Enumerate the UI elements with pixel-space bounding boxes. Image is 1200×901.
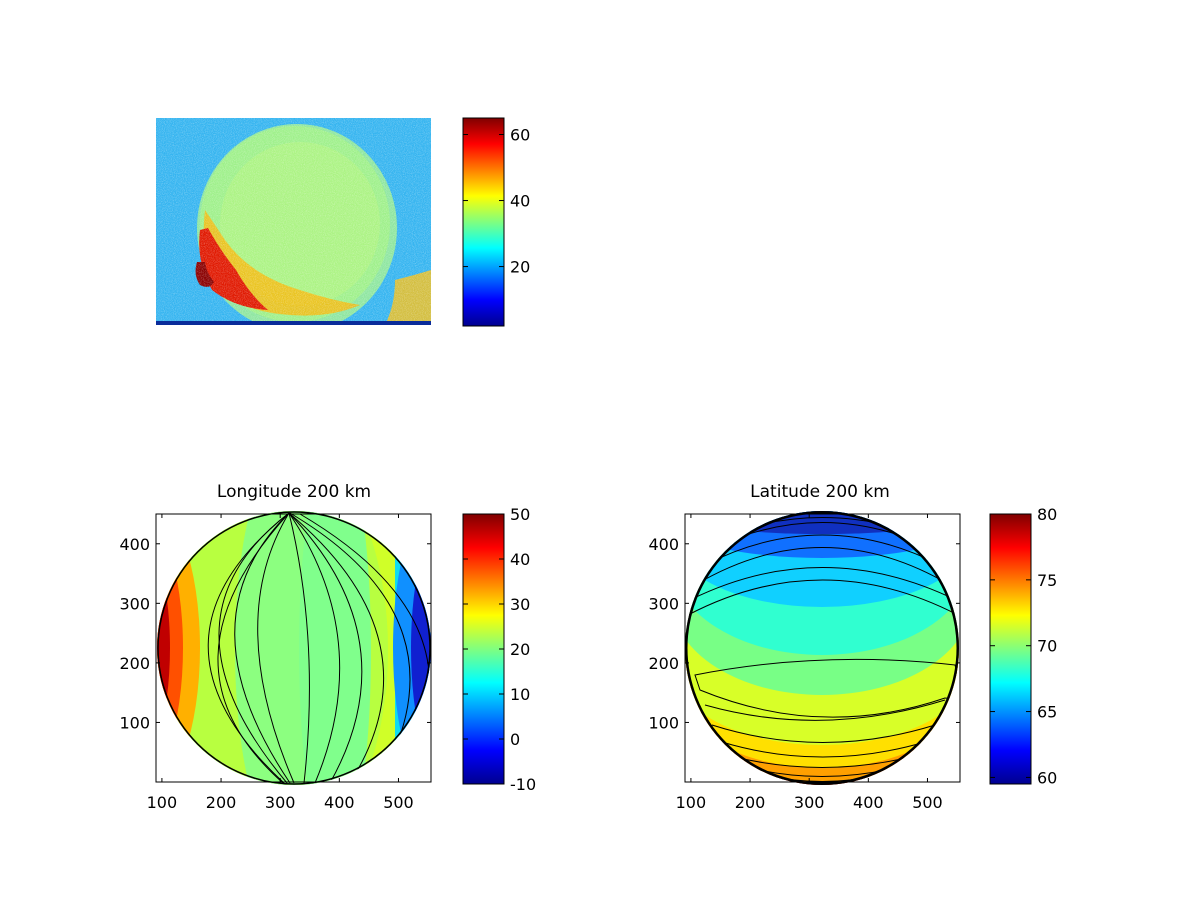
- longitude-ytick-label: 100: [119, 713, 150, 732]
- longitude-ytick-label: 400: [119, 535, 150, 554]
- latitude-ytick-label: 300: [648, 594, 679, 613]
- latitude-ytick-label: 100: [648, 713, 679, 732]
- longitude-xtick-label: 400: [324, 793, 355, 812]
- latitude-xtick-label: 100: [676, 793, 707, 812]
- latitude-xtick-label: 500: [912, 793, 943, 812]
- image-panel: [156, 118, 431, 325]
- colorbar-longitude-tick-label: 10: [510, 685, 530, 704]
- longitude-xtick-label: 500: [383, 793, 414, 812]
- colorbar-image-tick-label: 20: [510, 258, 530, 277]
- latitude-xtick-label: 200: [735, 793, 766, 812]
- colorbar-image-scale: [462, 117, 505, 327]
- latitude-title: Latitude 200 km: [750, 482, 890, 502]
- colorbar-longitude: -10 0 10 20 30 40 50: [462, 505, 536, 794]
- colorbar-longitude-tick-label: 50: [510, 505, 530, 524]
- longitude-title: Longitude 200 km: [217, 482, 371, 502]
- longitude-panel: Longitude 200 km: [119, 482, 432, 812]
- colorbar-longitude-tick-label: -10: [510, 775, 536, 794]
- longitude-axes-box: [155, 513, 432, 783]
- longitude-ytick-label: 300: [119, 594, 150, 613]
- colorbar-longitude-tick-label: 20: [510, 640, 530, 659]
- longitude-xtick-label: 200: [206, 793, 237, 812]
- longitude-xtick-label: 300: [265, 793, 296, 812]
- latitude-panel: Latitude 200 km: [648, 482, 961, 812]
- colorbar-longitude-tick-label: 30: [510, 595, 530, 614]
- latitude-axes-box: [684, 513, 961, 783]
- longitude-xtick-label: 100: [147, 793, 178, 812]
- colorbar-latitude-tick-label: 65: [1037, 703, 1057, 722]
- colorbar-longitude-tick-label: 0: [510, 730, 520, 749]
- colorbar-latitude-tick-label: 60: [1037, 768, 1057, 787]
- colorbar-longitude-tick-label: 40: [510, 550, 530, 569]
- latitude-xtick-label: 400: [853, 793, 884, 812]
- colorbar-latitude-tick-label: 80: [1037, 505, 1057, 524]
- colorbar-latitude-tick-label: 70: [1037, 637, 1057, 656]
- colorbar-image-tick-label: 40: [510, 192, 530, 211]
- colorbar-longitude-scale: [462, 513, 505, 785]
- image-noise: [156, 118, 431, 325]
- colorbar-image: 20 40 60: [462, 117, 530, 327]
- colorbar-latitude-scale: [989, 513, 1032, 785]
- image-bottom-edge: [156, 321, 431, 325]
- colorbar-latitude: 60 65 70 75 80: [989, 505, 1057, 787]
- longitude-ytick-label: 200: [119, 654, 150, 673]
- latitude-xtick-label: 300: [794, 793, 825, 812]
- colorbar-latitude-tick-label: 75: [1037, 571, 1057, 590]
- latitude-ytick-label: 400: [648, 535, 679, 554]
- latitude-ytick-label: 200: [648, 654, 679, 673]
- colorbar-image-tick-label: 60: [510, 126, 530, 145]
